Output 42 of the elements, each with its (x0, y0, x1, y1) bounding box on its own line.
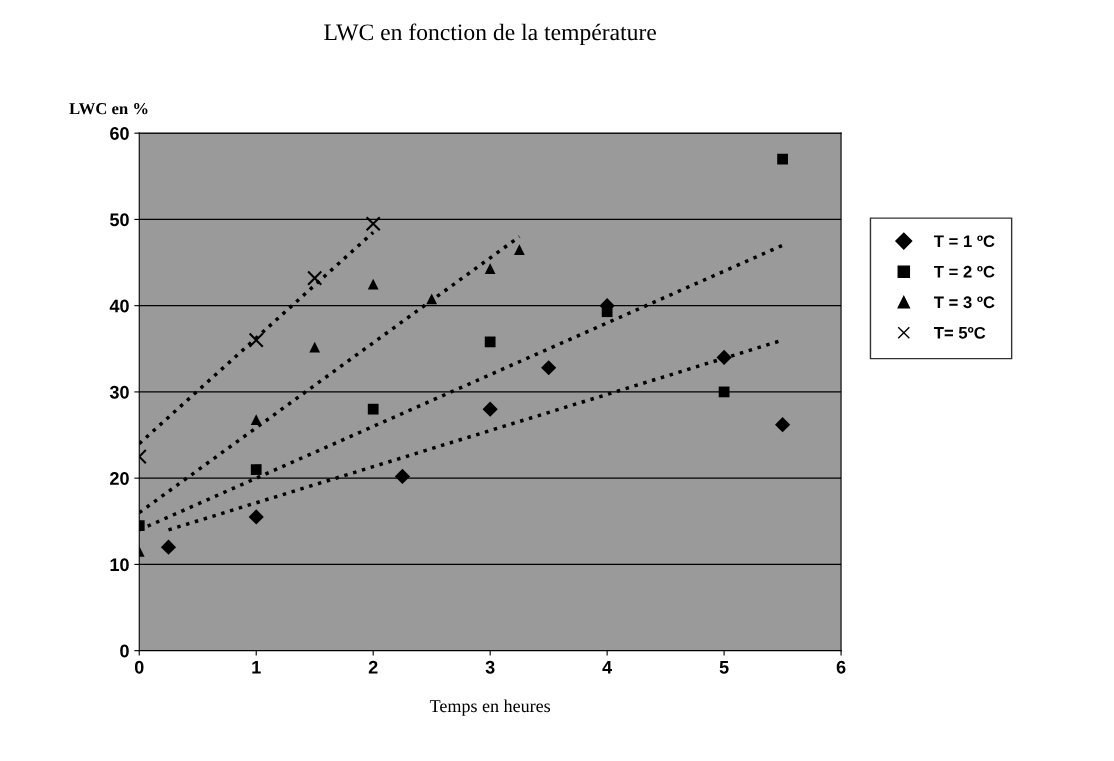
point (482, 401, 498, 417)
y-tick-label: 60 (110, 127, 129, 140)
x-axis-title: Temps en heures (429, 699, 551, 716)
point (160, 539, 177, 555)
point (250, 414, 262, 425)
point (514, 244, 525, 255)
point (774, 417, 791, 433)
x-tick-label: 5 (719, 661, 729, 674)
point (367, 403, 379, 415)
y-tick-label: 20 (110, 472, 129, 485)
point (309, 341, 321, 353)
point (484, 336, 496, 348)
x-tick-label: 3 (485, 660, 495, 674)
y-tick-label: 10 (110, 558, 129, 572)
y-tick-label: 30 (109, 385, 129, 399)
point (248, 509, 264, 525)
legend-label: T = 3 ºC (933, 296, 995, 309)
y-axis-title: LWC en % (69, 103, 148, 115)
legend-label: T= 5ºC (933, 326, 986, 339)
x-tick-label: 2 (368, 660, 378, 674)
y-tick-label: 50 (110, 213, 129, 227)
x-tick-label: 6 (836, 660, 846, 674)
y-tick-label: 40 (109, 299, 129, 313)
legend-label: T = 1 ºC (933, 235, 995, 248)
legend-label: T = 2 ºC (933, 265, 995, 278)
y-tick-label: 0 (120, 644, 129, 658)
point (484, 263, 496, 274)
x-tick-label: 1 (252, 661, 261, 674)
point (367, 278, 379, 290)
point (248, 332, 264, 348)
point (541, 360, 557, 376)
point (365, 216, 381, 232)
point (716, 349, 732, 366)
point (394, 468, 411, 485)
point (777, 153, 788, 165)
x-tick-label: 4 (602, 661, 613, 674)
point (426, 293, 438, 305)
x-tick-label: 0 (134, 660, 144, 674)
point (601, 306, 613, 318)
point (250, 464, 262, 475)
point (307, 270, 323, 286)
chart-title: LWC en fonction de la température (324, 23, 656, 46)
